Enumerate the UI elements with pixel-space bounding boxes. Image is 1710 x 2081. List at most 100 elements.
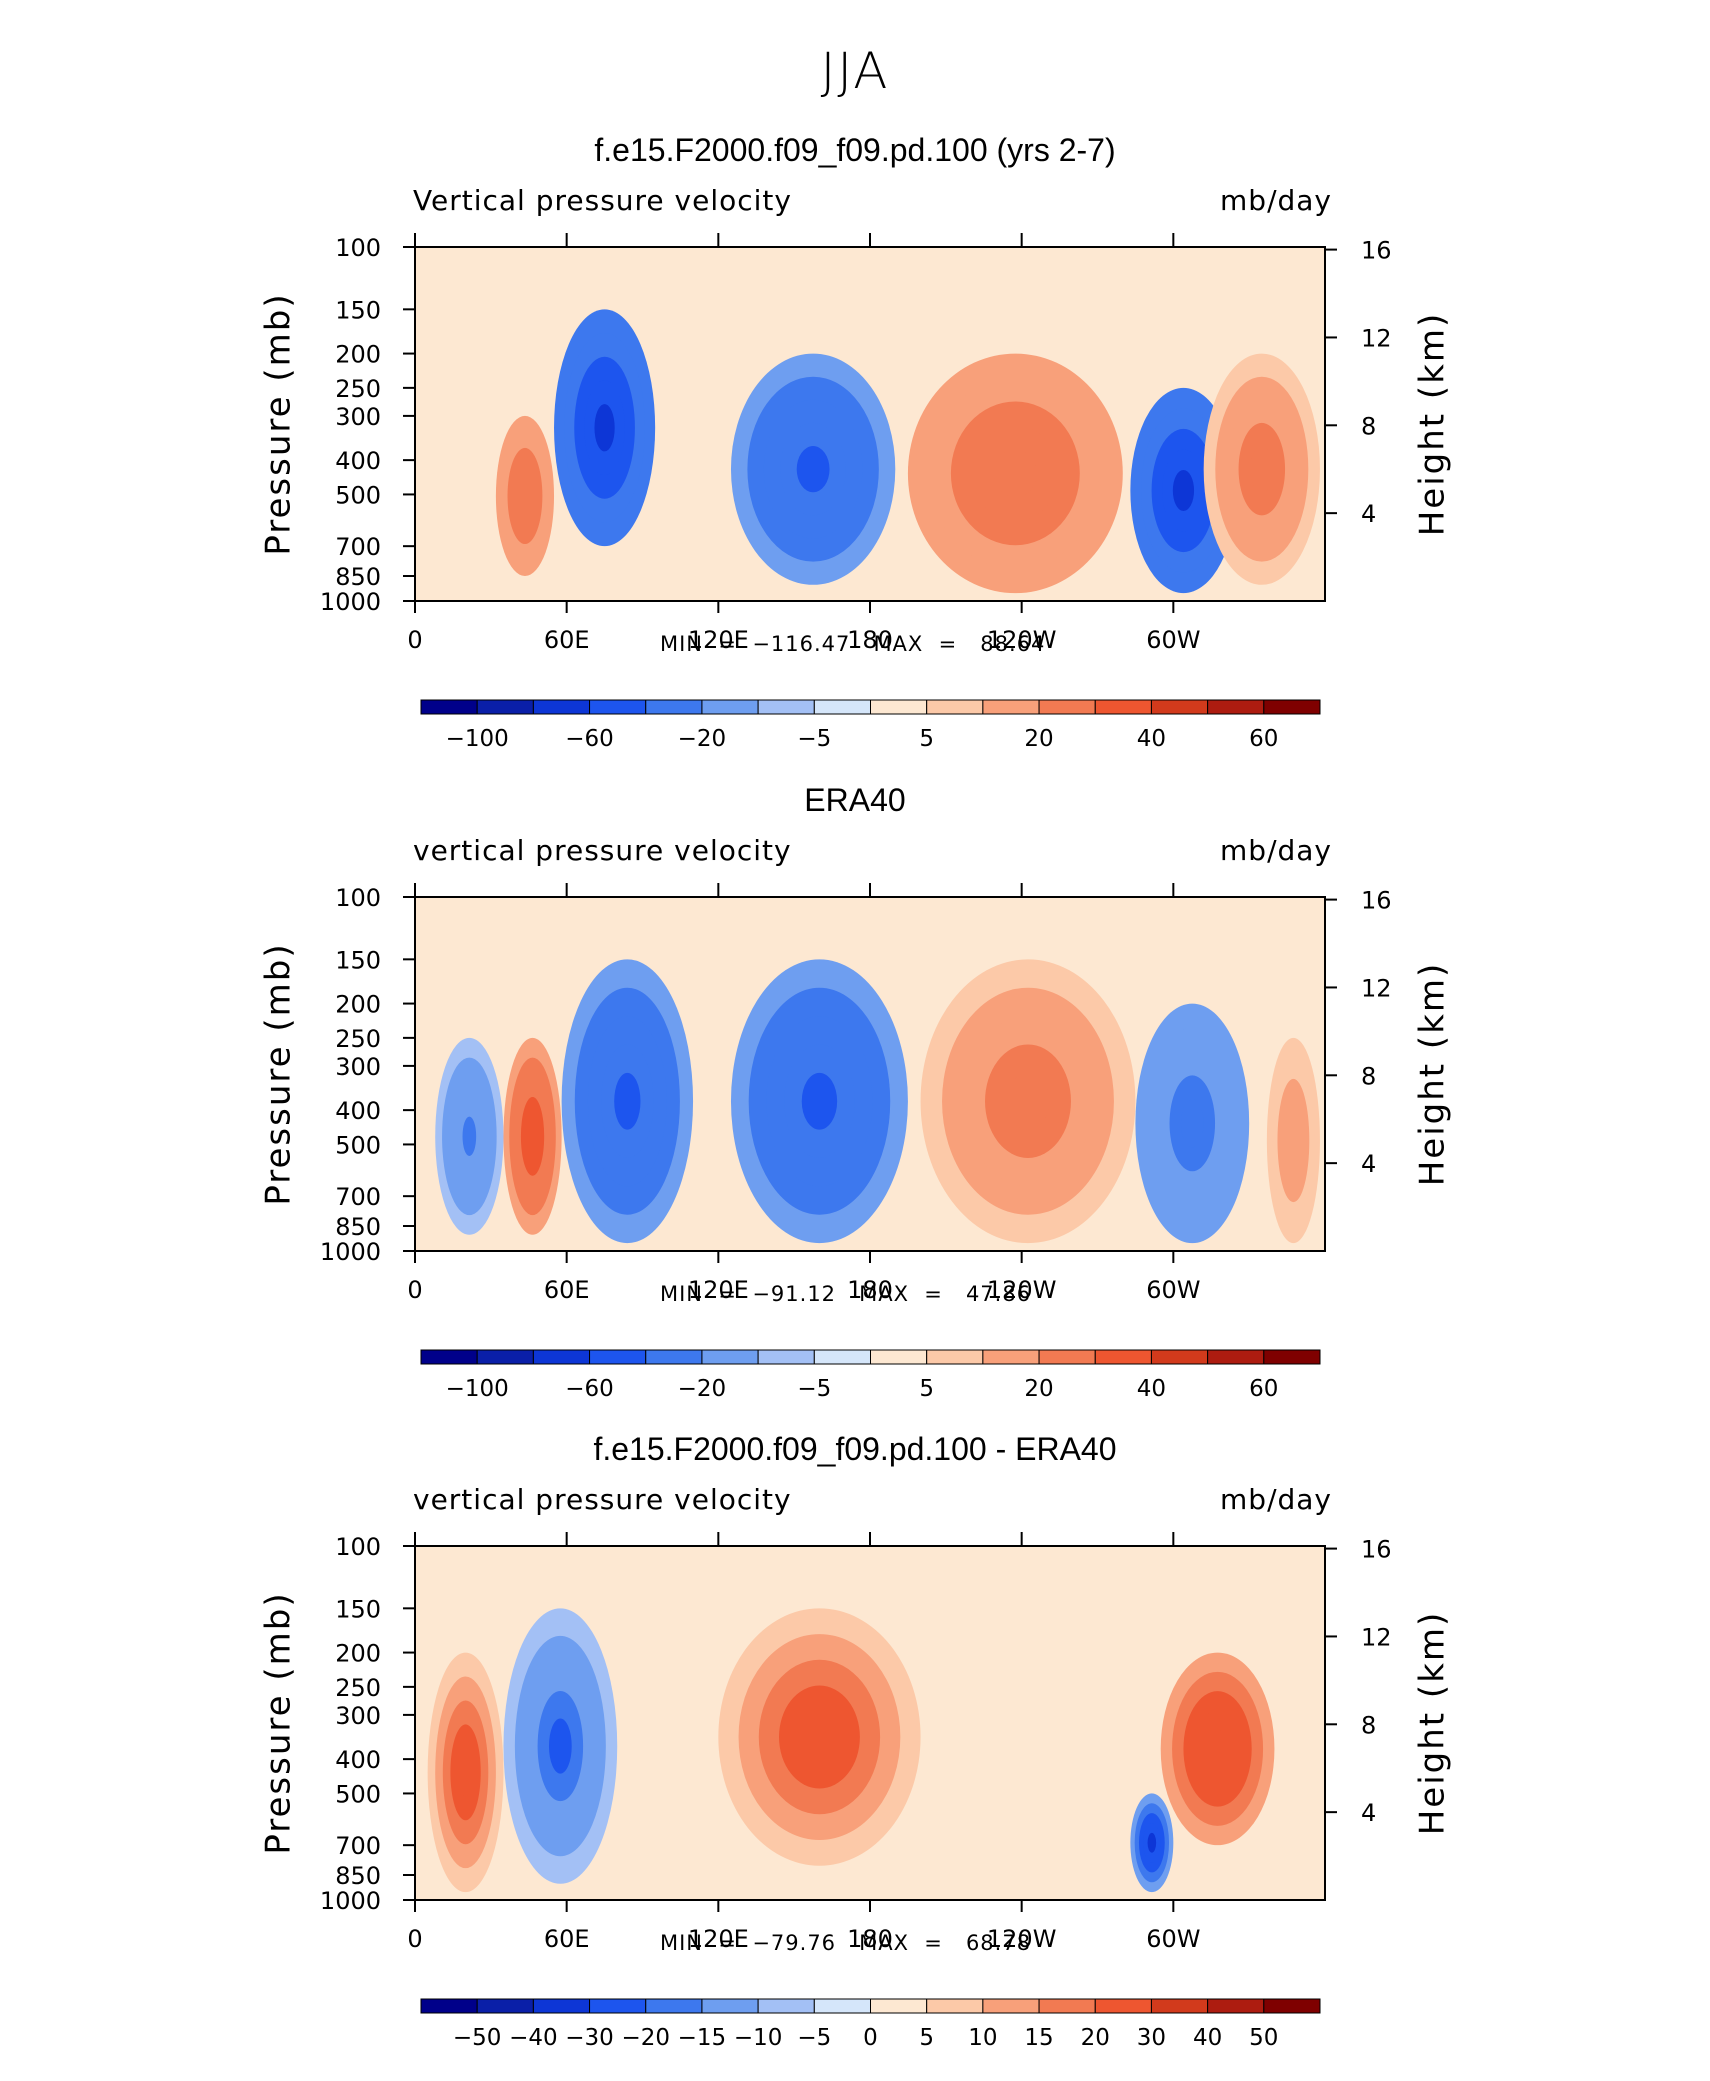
- y-tick-label: 250: [335, 1674, 381, 1702]
- colorbar-label: 40: [1193, 2025, 1222, 2051]
- colorbar-label: −20: [621, 2025, 670, 2051]
- y-tick-label: 300: [335, 403, 381, 431]
- colorbar-box: [476, 1349, 534, 1365]
- colorbar-label: −50: [453, 2025, 502, 2051]
- y-tick-label: 400: [335, 1746, 381, 1774]
- colorbar-label: −20: [678, 726, 727, 752]
- y2-tick-label: 8: [1361, 1062, 1376, 1090]
- contour-feature: [1147, 1832, 1157, 1853]
- colorbar-label: 30: [1137, 2025, 1166, 2051]
- colorbar-box: [870, 1349, 928, 1365]
- x-tick-label: 180: [847, 1276, 893, 1304]
- x-tick-label: 120W: [987, 1925, 1057, 1953]
- colorbar-box: [757, 1349, 815, 1365]
- x-tick-label: 60W: [1146, 1276, 1200, 1304]
- min-max-readout: MIN = −79.76 MAX = 68.78: [660, 1931, 1032, 1955]
- contour-field: [415, 1546, 1325, 1900]
- y2-tick-label: 16: [1361, 1536, 1392, 1564]
- colorbar-label: 40: [1137, 726, 1166, 752]
- colorbar-box: [701, 1349, 759, 1365]
- colorbar-box: [813, 1998, 871, 2014]
- contour-feature: [519, 479, 531, 512]
- units-label: mb/day: [1220, 184, 1332, 217]
- y-tick-label: 700: [335, 1183, 381, 1211]
- colorbar-label: 5: [919, 726, 934, 752]
- y-tick-label: 200: [335, 341, 381, 369]
- y2-tick-label: 16: [1361, 237, 1392, 265]
- panel-model: f.e15.F2000.f09_f09.pd.100 (yrs 2-7) Ver…: [0, 132, 1710, 782]
- colorbar-label: −40: [509, 2025, 558, 2051]
- colorbar-box: [1207, 699, 1265, 715]
- contour-feature: [594, 404, 615, 452]
- y-tick-label: 100: [335, 234, 381, 262]
- colorbar-box: [870, 699, 928, 715]
- colorbar-label: −60: [565, 726, 614, 752]
- y-tick-label: 200: [335, 1640, 381, 1668]
- colorbar-box: [420, 699, 478, 715]
- figure-title: JJA: [820, 42, 890, 100]
- colorbar-box: [532, 699, 591, 715]
- colorbar-label: 0: [863, 2025, 878, 2051]
- colorbar-box: [1207, 1998, 1265, 2014]
- contour-feature: [1206, 1729, 1229, 1769]
- contour-feature: [548, 1718, 572, 1774]
- colorbar-label: 60: [1249, 726, 1278, 752]
- colorbar-box: [701, 699, 759, 715]
- contour-feature: [993, 449, 1037, 498]
- colorbar-label: 5: [919, 2025, 934, 2051]
- colorbar-label: 50: [1249, 2025, 1278, 2051]
- colorbar-box: [645, 699, 703, 715]
- colorbar-box: [1094, 1349, 1152, 1365]
- colorbar-box: [701, 1998, 759, 2014]
- x-tick-label: 0: [407, 1276, 422, 1304]
- colorbar-box: [982, 699, 1040, 715]
- units-label: mb/day: [1220, 1483, 1332, 1516]
- y2-tick-label: 4: [1361, 1150, 1376, 1178]
- colorbar-box: [645, 1998, 703, 2014]
- contour-feature: [801, 1072, 838, 1130]
- x-tick-label: 60E: [544, 1276, 590, 1304]
- colorbar-box: [757, 699, 815, 715]
- contour-feature: [462, 1116, 477, 1157]
- x-tick-label: 120E: [688, 1276, 749, 1304]
- y-tick-label: 700: [335, 533, 381, 561]
- colorbar-box: [1150, 699, 1209, 715]
- colorbar-label: 15: [1024, 2025, 1053, 2051]
- y-tick-label: 1000: [320, 588, 381, 616]
- colorbar-label: −100: [446, 726, 509, 752]
- y-tick-label: 700: [335, 1832, 381, 1860]
- colorbar-box: [1094, 1998, 1152, 2014]
- y-tick-label: 200: [335, 991, 381, 1019]
- contour-feature: [457, 1748, 474, 1797]
- y2-tick-label: 4: [1361, 500, 1376, 528]
- x-tick-label: 60W: [1146, 1925, 1200, 1953]
- contour-feature: [796, 446, 830, 493]
- min-max-readout: MIN = −91.12 MAX = 47.86: [660, 1282, 1032, 1306]
- x-tick-label: 120E: [688, 626, 749, 654]
- y-tick-label: 100: [335, 1533, 381, 1561]
- colorbar-box: [982, 1998, 1040, 2014]
- y-tick-label: 250: [335, 375, 381, 403]
- contour-feature: [526, 1116, 539, 1157]
- colorbar-box: [926, 699, 984, 715]
- chart-svg: 0 60E 120E 180 120W 60W1001502002503004005007…: [320, 233, 1392, 752]
- contour-feature: [1288, 1119, 1299, 1162]
- colorbar-label: −100: [446, 1376, 509, 1402]
- chart-svg: 0 60E 120E 180 120W 60W1001502002503004005007…: [320, 1532, 1392, 2051]
- contour-feature: [1172, 469, 1195, 512]
- y-tick-label: 850: [335, 1213, 381, 1241]
- colorbar-box: [420, 1998, 478, 2014]
- colorbar-box: [589, 1998, 647, 2014]
- colorbar-label: 20: [1024, 1376, 1053, 1402]
- colorbar-box: [1150, 1349, 1209, 1365]
- y-tick-label: 100: [335, 884, 381, 912]
- colorbar-box: [926, 1349, 984, 1365]
- y2-tick-label: 8: [1361, 412, 1376, 440]
- colorbar-box: [476, 1998, 534, 2014]
- colorbar-box: [813, 1349, 871, 1365]
- colorbar-box: [757, 1998, 815, 2014]
- contour-feature: [614, 1072, 641, 1130]
- x-tick-label: 120E: [688, 1925, 749, 1953]
- y2-tick-label: 8: [1361, 1711, 1376, 1739]
- x-tick-label: 60E: [544, 1925, 590, 1953]
